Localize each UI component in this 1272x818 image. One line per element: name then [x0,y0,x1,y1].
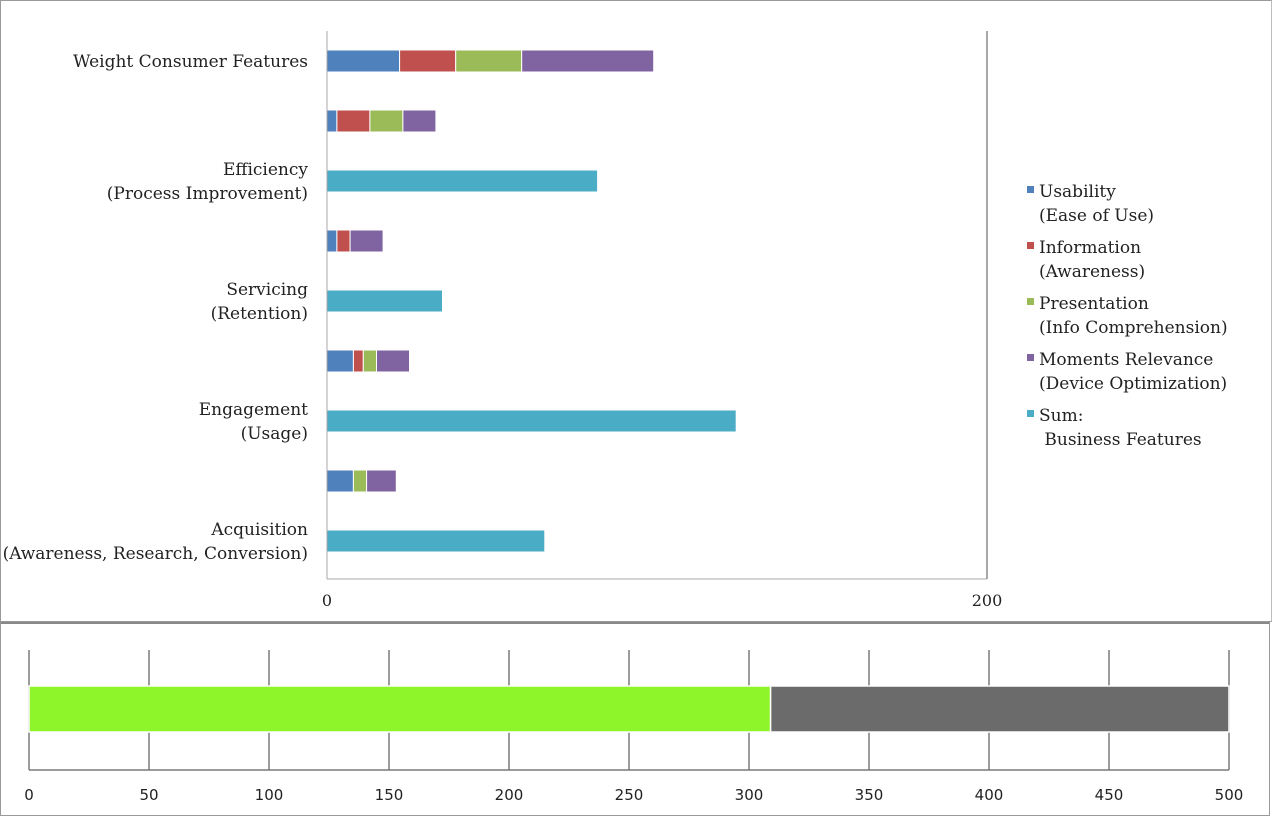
legend-label: (Awareness) [1039,262,1145,282]
legend-label: Information [1039,238,1141,258]
legend-label: Sum: [1039,406,1083,426]
bar-segment [326,169,599,193]
x-tick-label: 500 [1215,786,1244,804]
stacked-bar-chart-svg: Weight Consumer Features Efficiency (Proce… [3,31,1228,610]
legend-swatch [1027,186,1034,193]
bar-segment [326,349,354,373]
category-label: Efficiency [223,160,308,180]
legend-label: (Info Comprehension) [1039,318,1228,338]
scale-axis: 0 50 100 150 200 250 300 350 400 450 500 [24,769,1244,804]
x-tick-label: 350 [855,786,884,804]
x-tick-label: 300 [735,786,764,804]
legend-label: Usability [1039,182,1116,202]
bar-segment [352,469,368,493]
chart-marks [326,49,737,553]
bar-segment [326,409,737,433]
category-label: Engagement [199,400,308,420]
legend-swatch [1027,410,1034,417]
legend-label: Presentation [1039,294,1149,314]
x-tick-label: 150 [375,786,404,804]
x-tick-label: 100 [255,786,284,804]
bar-segment [326,529,546,553]
x-tick-label: 0 [24,786,34,804]
bar-segment [326,289,443,313]
legend-label: Moments Relevance [1039,350,1213,370]
bar-segment [399,49,457,73]
bar-segment [326,229,338,253]
progress-scale-chart: 0 50 100 150 200 250 300 350 400 450 500 [0,622,1270,816]
legend-swatch [1027,298,1034,305]
bar-segment [402,109,437,133]
category-label: (Retention) [211,304,308,324]
category-label: Weight Consumer Features [73,52,308,72]
progress-remaining-segment [769,685,1230,733]
x-tick-label: 450 [1095,786,1124,804]
chart-legend: Usability (Ease of Use) Information (Awaren… [1027,182,1228,450]
bar-segment [336,229,351,253]
x-tick-label: 400 [975,786,1004,804]
x-tick-label: 50 [139,786,158,804]
bar-segment [352,349,364,373]
legend-swatch [1027,354,1034,361]
category-label: Servicing [226,280,308,300]
bar-segment [336,109,371,133]
legend-label: Business Features [1039,430,1202,450]
category-labels: Weight Consumer Features Efficiency (Proce… [3,52,309,564]
bar-segment [326,469,354,493]
category-label: (Awareness, Research, Conversion) [3,544,308,564]
bar-segment [376,349,410,373]
legend-label: (Ease of Use) [1039,206,1154,226]
bar-segment [369,109,404,133]
consumer-business-features-chart: Weight Consumer Features Efficiency (Proce… [0,0,1272,622]
x-tick-label: 250 [615,786,644,804]
legend-swatch [1027,242,1034,249]
category-label: (Usage) [241,424,308,444]
x-tick-label: 200 [972,591,1003,610]
value-axis: 0 200 [322,31,1002,610]
x-tick-label: 0 [322,591,332,610]
bar-segment [362,349,377,373]
bar-segment [326,109,338,133]
legend-label: (Device Optimization) [1039,374,1227,394]
progress-filled-segment [28,685,772,733]
bar-segment [455,49,523,73]
bar-segment [521,49,655,73]
category-label: (Process Improvement) [107,184,308,204]
progress-bar [28,685,1230,733]
category-label: Acquisition [210,520,308,540]
bar-segment [366,469,397,493]
bar-segment [326,49,401,73]
bar-segment [349,229,384,253]
x-tick-label: 200 [495,786,524,804]
progress-bar-svg: 0 50 100 150 200 250 300 350 400 450 500 [24,650,1244,804]
